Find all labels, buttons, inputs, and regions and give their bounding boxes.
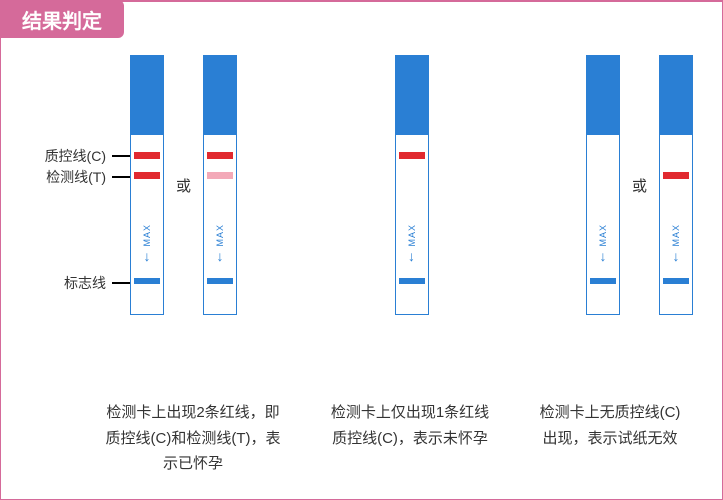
strip-cap	[659, 55, 693, 135]
max-indicator: MAX ↓	[660, 216, 692, 271]
control-line-c	[399, 152, 425, 159]
max-indicator: MAX ↓	[131, 216, 163, 271]
test-strip: MAX ↓	[130, 55, 164, 315]
label-c-line: 质控线(C)	[45, 146, 130, 166]
captions-row: 检测卡上出现2条红线，即质控线(C)和检测线(T)，表示已怀孕检测卡上仅出现1条…	[0, 385, 723, 480]
test-strip: MAX ↓	[586, 55, 620, 315]
max-text: MAX	[215, 224, 225, 247]
caption-positive: 检测卡上出现2条红线，即质控线(C)和检测线(T)，表示已怀孕	[88, 400, 298, 477]
groups-wrap: MAX ↓ 或 MAX ↓ MAX ↓ MAX ↓ 或 MAX ↓	[130, 55, 693, 335]
or-text: 或	[176, 175, 191, 196]
strip-cap	[586, 55, 620, 135]
strip-cap	[130, 55, 164, 135]
arrow-down-icon: ↓	[408, 249, 415, 263]
max-text: MAX	[142, 224, 152, 247]
title-text: 结果判定	[22, 5, 102, 34]
max-text: MAX	[407, 224, 417, 247]
tick-icon	[112, 176, 130, 178]
label-c-text: 质控线(C)	[45, 146, 106, 166]
arrow-down-icon: ↓	[673, 249, 680, 263]
title-tab: 结果判定	[0, 0, 124, 38]
label-marker-line: 标志线	[64, 273, 130, 293]
control-line-c	[207, 152, 233, 159]
or-text: 或	[632, 175, 647, 196]
side-labels: 质控线(C) 检测线(T) 标志线	[20, 55, 130, 335]
label-t-line: 检测线(T)	[46, 167, 130, 187]
marker-line	[663, 278, 689, 284]
strip-group-positive: MAX ↓ 或 MAX ↓	[130, 55, 237, 315]
marker-line	[134, 278, 160, 284]
test-line-t	[207, 172, 233, 179]
strip-group-invalid: MAX ↓ 或 MAX ↓	[586, 55, 693, 315]
label-marker-text: 标志线	[64, 273, 106, 293]
tick-icon	[112, 282, 130, 284]
caption-invalid: 检测卡上无质控线(C)出现，表示试纸无效	[520, 400, 700, 451]
max-indicator: MAX ↓	[204, 216, 236, 271]
arrow-down-icon: ↓	[144, 249, 151, 263]
caption-negative: 检测卡上仅出现1条红线质控线(C)，表示未怀孕	[315, 400, 505, 451]
marker-line	[399, 278, 425, 284]
test-strip: MAX ↓	[203, 55, 237, 315]
label-t-text: 检测线(T)	[46, 167, 106, 187]
strip-group-negative: MAX ↓	[395, 55, 429, 315]
tick-icon	[112, 155, 130, 157]
arrow-down-icon: ↓	[217, 249, 224, 263]
test-strip: MAX ↓	[395, 55, 429, 315]
max-text: MAX	[598, 224, 608, 247]
max-indicator: MAX ↓	[396, 216, 428, 271]
test-line-t	[663, 172, 689, 179]
diagram-row: 质控线(C) 检测线(T) 标志线 MAX ↓ 或 MAX ↓ MAX ↓ MAX ↓ 或 MAX ↓	[0, 55, 723, 385]
strip-cap	[395, 55, 429, 135]
arrow-down-icon: ↓	[599, 249, 606, 263]
test-strip: MAX ↓	[659, 55, 693, 315]
marker-line	[207, 278, 233, 284]
marker-line	[590, 278, 616, 284]
content-area: 质控线(C) 检测线(T) 标志线 MAX ↓ 或 MAX ↓ MAX ↓ MAX ↓ 或 MAX ↓…	[0, 55, 723, 480]
strip-cap	[203, 55, 237, 135]
control-line-c	[134, 152, 160, 159]
test-line-t	[134, 172, 160, 179]
max-indicator: MAX ↓	[587, 216, 619, 271]
max-text: MAX	[671, 224, 681, 247]
